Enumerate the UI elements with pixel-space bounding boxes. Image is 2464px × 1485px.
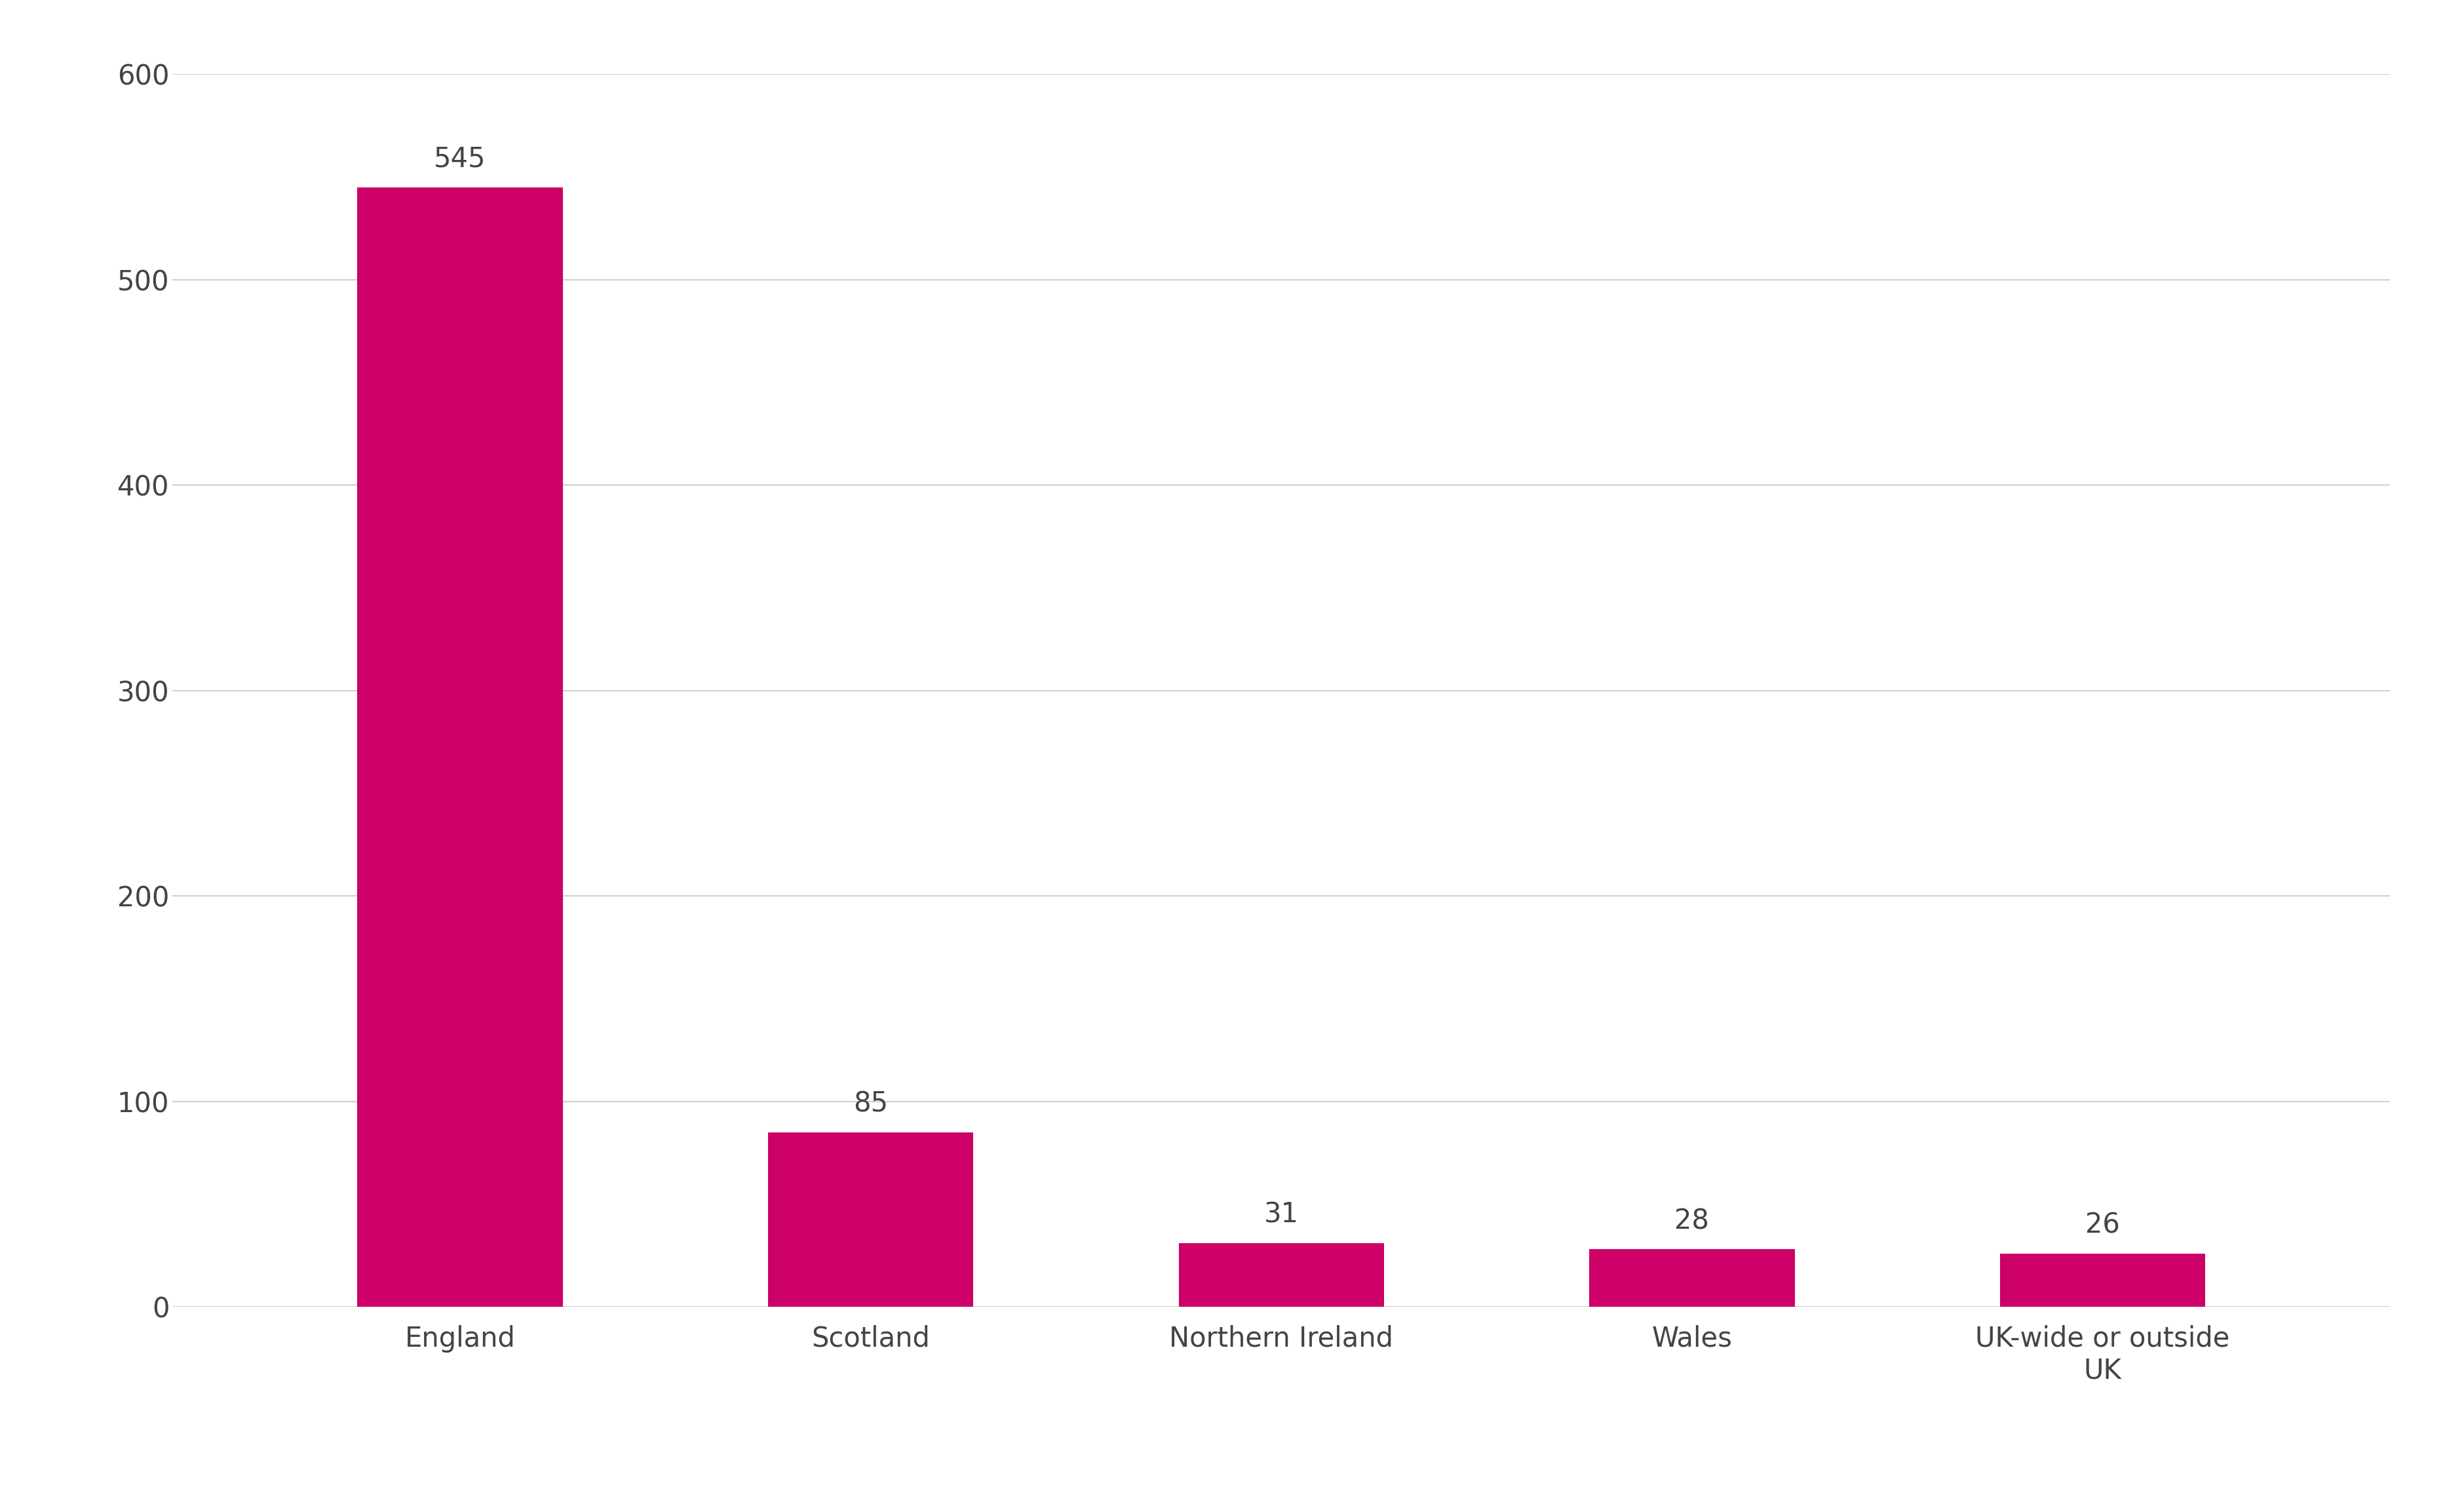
Text: 545: 545 [434,146,485,172]
Bar [769,1132,973,1307]
Bar [1589,1249,1794,1307]
Text: 31: 31 [1264,1201,1299,1228]
Bar [1178,1243,1385,1307]
Bar [357,187,562,1307]
Bar [2001,1253,2205,1307]
Text: 85: 85 [853,1090,887,1118]
Text: 28: 28 [1676,1207,1710,1236]
Text: 26: 26 [2085,1212,2119,1238]
